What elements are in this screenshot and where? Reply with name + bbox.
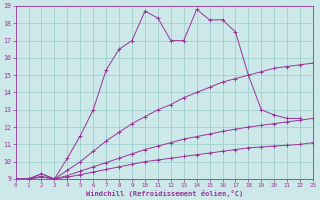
X-axis label: Windchill (Refroidissement éolien,°C): Windchill (Refroidissement éolien,°C)	[86, 190, 243, 197]
